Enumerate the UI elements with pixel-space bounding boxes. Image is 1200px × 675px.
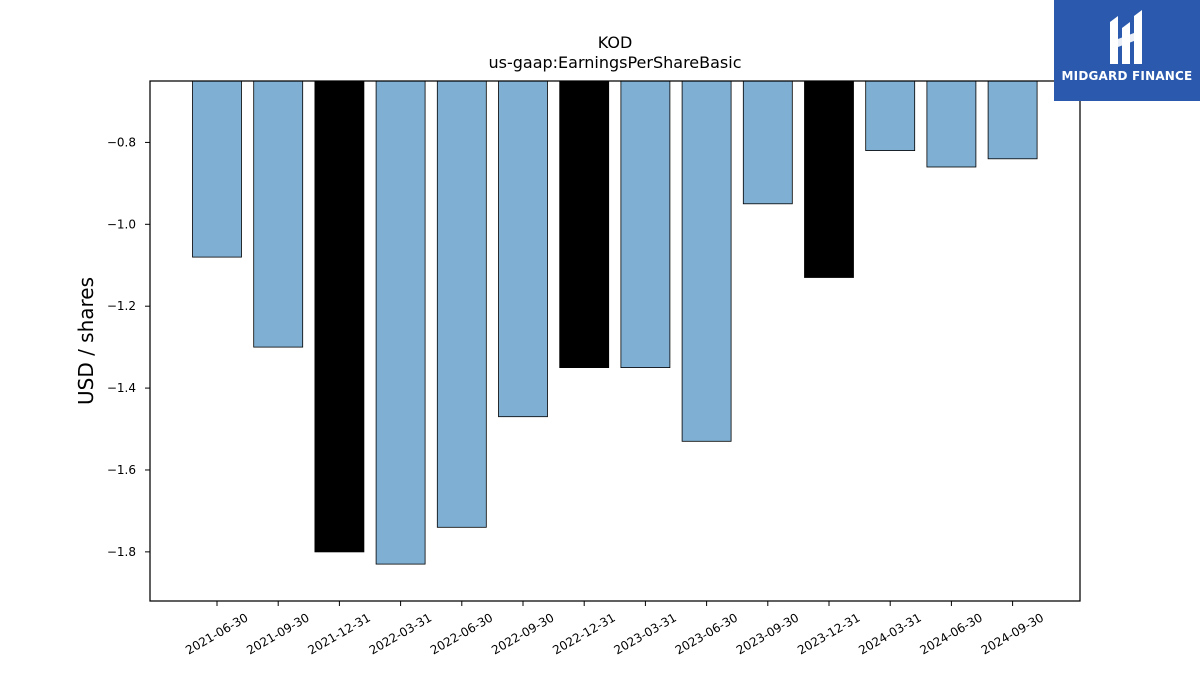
midgard-logo-icon	[1110, 10, 1142, 64]
bar-2024-06-30	[926, 80, 977, 168]
x-tick-label: 2024-03-31	[856, 610, 923, 657]
y-tick-label: −1.2	[107, 299, 136, 313]
y-ticks-group: −0.8 −1.0 −1.2 −1.4 −1.6 −1.8	[107, 135, 150, 559]
bar-2022-12-31	[559, 80, 610, 369]
bar-2024-09-30	[987, 80, 1038, 160]
bar-2023-12-31	[804, 80, 854, 278]
x-tick-label: 2022-03-31	[367, 610, 434, 657]
bar-2021-09-30	[253, 80, 304, 348]
plot-title-group: KOD us-gaap:EarningsPerShareBasic	[488, 33, 741, 72]
y-axis-label: USD / shares	[74, 277, 98, 405]
y-tick-label: −1.4	[107, 381, 136, 395]
x-tick-label: 2022-09-30	[489, 610, 556, 657]
midgard-finance-logo: MIDGARD FINANCE	[1054, 0, 1200, 101]
x-tick-label: 2022-12-31	[550, 610, 617, 657]
x-tick-label: 2021-12-31	[305, 610, 372, 657]
bar-2021-06-30	[192, 80, 242, 258]
y-tick-label: −1.0	[107, 217, 136, 231]
x-tick-label: 2023-06-30	[673, 610, 740, 657]
bar-2022-06-30	[436, 80, 487, 528]
x-tick-label: 2023-03-31	[611, 610, 678, 657]
y-tick-label: −1.6	[107, 463, 136, 477]
bars-group	[192, 80, 1038, 565]
x-tick-label: 2023-09-30	[734, 610, 801, 657]
bar-2022-03-31	[375, 80, 426, 565]
x-tick-label: 2021-09-30	[244, 610, 311, 657]
chart-title: KOD	[598, 33, 633, 52]
plot-frame	[149, 80, 1081, 602]
y-tick-label: −1.8	[107, 545, 136, 559]
x-tick-label: 2024-06-30	[917, 610, 984, 657]
bar-2023-06-30	[681, 80, 732, 442]
bar-2023-09-30	[742, 80, 793, 205]
x-tick-label: 2024-09-30	[979, 610, 1046, 657]
x-tick-label: 2021-06-30	[183, 610, 250, 657]
x-ticks-group: 2021-06-302021-09-302021-12-312022-03-31…	[183, 601, 1046, 657]
bar-2022-09-30	[498, 80, 548, 418]
y-tick-label: −0.8	[107, 135, 136, 149]
logo-text: MIDGARD FINANCE	[1061, 69, 1193, 83]
x-tick-label: 2022-06-30	[428, 610, 495, 657]
bar-2021-12-31	[314, 80, 365, 553]
chart-subtitle: us-gaap:EarningsPerShareBasic	[488, 53, 741, 72]
bar-2023-03-31	[620, 80, 671, 369]
bar-2024-03-31	[865, 80, 916, 151]
x-tick-label: 2023-12-31	[795, 610, 862, 657]
